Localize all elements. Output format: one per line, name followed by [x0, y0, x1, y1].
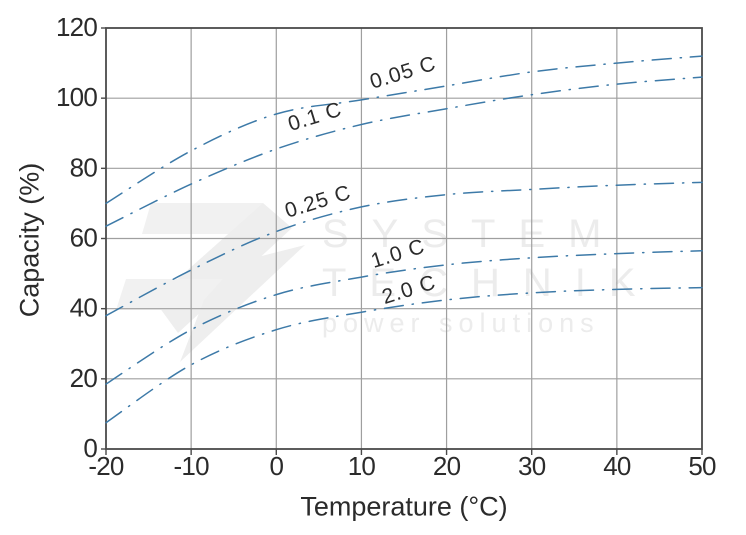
- y-tick-label: 100: [56, 82, 97, 112]
- x-tick-label: -20: [88, 451, 124, 481]
- x-tick-label: 50: [688, 451, 716, 481]
- y-tick-label: 0: [83, 433, 97, 463]
- x-tick-labels: -20 -10 0 10 20 30 40 50: [88, 451, 716, 481]
- y-tick-labels: 0 20 40 60 80 100 120: [56, 12, 98, 463]
- y-tick-label: 60: [70, 223, 98, 253]
- x-tick-label: 20: [433, 451, 461, 481]
- curve-label-0.05-c: 0.05 C: [367, 52, 439, 94]
- curve-label-1.0-c: 1.0 C: [368, 235, 428, 273]
- y-tick-label: 120: [56, 12, 97, 42]
- axis-ticks: [101, 27, 703, 455]
- y-tick-label: 20: [70, 363, 98, 393]
- x-tick-label: 0: [269, 451, 283, 481]
- plot-border: [105, 27, 703, 450]
- y-tick-label: 40: [70, 293, 98, 323]
- curve-2.0-c: [105, 286, 703, 424]
- curve-1.0-c: [105, 250, 703, 385]
- y-axis-title: Capacity (%): [14, 162, 45, 318]
- curve-0.25-c: [105, 181, 703, 317]
- x-tick-label: 40: [603, 451, 631, 481]
- system-technik-bolt-logo-icon: [116, 203, 305, 362]
- curve-0.1-c: [105, 76, 703, 227]
- x-tick-label: 30: [518, 451, 546, 481]
- y-tick-label: 80: [70, 152, 98, 182]
- gridlines: [106, 28, 702, 449]
- curve-0.05-c: [105, 55, 703, 205]
- x-tick-label: 10: [348, 451, 376, 481]
- x-tick-label: -10: [174, 451, 210, 481]
- data-curves: [105, 55, 703, 424]
- watermark-text-line3: power solutions: [322, 308, 600, 338]
- watermark-text-line1: SYSTEM: [322, 212, 625, 256]
- curve-label-0.25-c: 0.25 C: [282, 181, 354, 223]
- curve-label-2.0-c: 2.0 C: [379, 271, 439, 309]
- curve-label-0.1-c: 0.1 C: [285, 98, 345, 136]
- x-axis-title: Temperature (°C): [300, 491, 508, 522]
